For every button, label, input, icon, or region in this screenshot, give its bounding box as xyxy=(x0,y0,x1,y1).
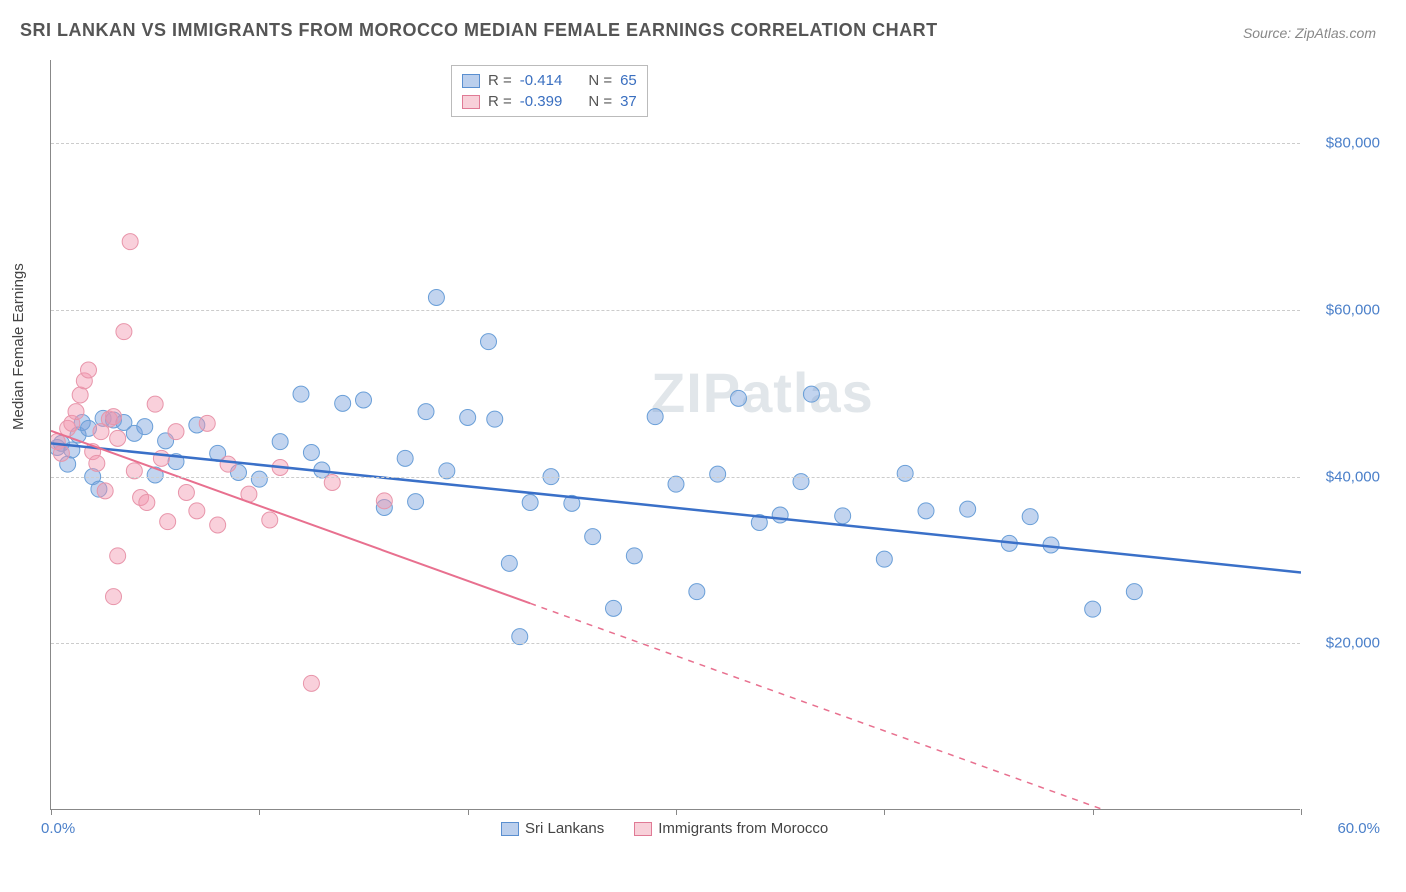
scatter-point xyxy=(731,390,747,406)
scatter-point xyxy=(481,334,497,350)
regression-line-dashed xyxy=(530,603,1104,810)
scatter-point xyxy=(835,508,851,524)
scatter-point xyxy=(522,495,538,511)
legend-swatch-pink xyxy=(634,822,652,836)
scatter-point xyxy=(803,386,819,402)
scatter-point xyxy=(137,419,153,435)
scatter-point xyxy=(106,589,122,605)
gridline xyxy=(51,643,1300,644)
legend-item: Sri Lankans xyxy=(501,820,604,837)
scatter-point xyxy=(53,445,69,461)
scatter-point xyxy=(199,415,215,431)
scatter-point xyxy=(1126,584,1142,600)
y-tick-label: $40,000 xyxy=(1310,468,1380,485)
scatter-point xyxy=(335,395,351,411)
scatter-point xyxy=(272,434,288,450)
scatter-point xyxy=(626,548,642,564)
scatter-point xyxy=(220,456,236,472)
bottom-legend: Sri Lankans Immigrants from Morocco xyxy=(501,820,828,837)
scatter-point xyxy=(122,234,138,250)
scatter-point xyxy=(460,410,476,426)
x-tick xyxy=(1093,809,1094,815)
gridline xyxy=(51,143,1300,144)
scatter-point xyxy=(147,396,163,412)
scatter-point xyxy=(487,411,503,427)
scatter-point xyxy=(139,495,155,511)
scatter-point xyxy=(585,529,601,545)
scatter-point xyxy=(408,494,424,510)
scatter-point xyxy=(772,507,788,523)
legend-item: Immigrants from Morocco xyxy=(634,820,828,837)
scatter-point xyxy=(606,600,622,616)
scatter-point xyxy=(428,290,444,306)
gridline xyxy=(51,477,1300,478)
scatter-point xyxy=(689,584,705,600)
scatter-point xyxy=(153,450,169,466)
scatter-point xyxy=(356,392,372,408)
y-tick-label: $20,000 xyxy=(1310,635,1380,652)
scatter-point xyxy=(97,483,113,499)
scatter-point xyxy=(303,675,319,691)
chart-svg xyxy=(51,60,1301,810)
legend-label: Immigrants from Morocco xyxy=(658,820,828,837)
scatter-point xyxy=(876,551,892,567)
regression-line xyxy=(51,443,1301,572)
source-label: Source: ZipAtlas.com xyxy=(1243,25,1376,41)
legend-label: Sri Lankans xyxy=(525,820,604,837)
scatter-point xyxy=(668,476,684,492)
scatter-point xyxy=(960,501,976,517)
scatter-point xyxy=(918,503,934,519)
scatter-point xyxy=(512,629,528,645)
x-axis-max-label: 60.0% xyxy=(1337,820,1380,837)
x-axis-min-label: 0.0% xyxy=(41,820,75,837)
scatter-point xyxy=(1085,601,1101,617)
scatter-point xyxy=(189,503,205,519)
scatter-point xyxy=(418,404,434,420)
scatter-point xyxy=(110,430,126,446)
scatter-point xyxy=(168,424,184,440)
gridline xyxy=(51,310,1300,311)
scatter-point xyxy=(897,465,913,481)
scatter-point xyxy=(110,548,126,564)
y-tick-label: $80,000 xyxy=(1310,135,1380,152)
scatter-point xyxy=(81,362,97,378)
scatter-point xyxy=(89,455,105,471)
chart-title: SRI LANKAN VS IMMIGRANTS FROM MOROCCO ME… xyxy=(20,20,938,41)
regression-line xyxy=(51,431,530,603)
x-tick xyxy=(884,809,885,815)
scatter-point xyxy=(397,450,413,466)
scatter-point xyxy=(376,493,392,509)
scatter-point xyxy=(210,517,226,533)
scatter-point xyxy=(251,471,267,487)
scatter-point xyxy=(501,555,517,571)
scatter-point xyxy=(303,445,319,461)
scatter-point xyxy=(116,324,132,340)
x-tick xyxy=(51,809,52,815)
x-tick xyxy=(259,809,260,815)
scatter-point xyxy=(262,512,278,528)
scatter-point xyxy=(72,387,88,403)
scatter-point xyxy=(178,485,194,501)
scatter-point xyxy=(68,404,84,420)
scatter-point xyxy=(710,466,726,482)
y-axis-label: Median Female Earnings xyxy=(10,263,27,430)
plot-area: ZIPatlas R = -0.414 N = 65 R = -0.399 N … xyxy=(50,60,1300,810)
x-tick xyxy=(676,809,677,815)
scatter-point xyxy=(1022,509,1038,525)
y-tick-label: $60,000 xyxy=(1310,302,1380,319)
scatter-point xyxy=(160,514,176,530)
scatter-point xyxy=(106,409,122,425)
scatter-point xyxy=(293,386,309,402)
scatter-point xyxy=(647,409,663,425)
x-tick xyxy=(468,809,469,815)
legend-swatch-blue xyxy=(501,822,519,836)
x-tick xyxy=(1301,809,1302,815)
